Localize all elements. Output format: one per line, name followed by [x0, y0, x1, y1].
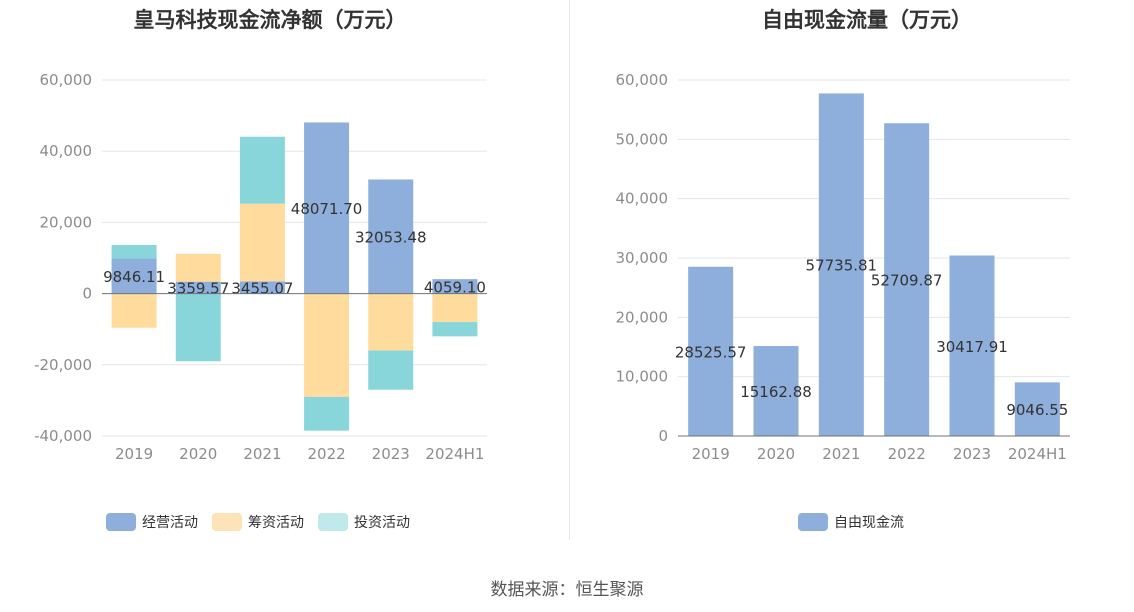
- left-bar-segment: [111, 258, 157, 294]
- left-bar-segment: [432, 279, 478, 294]
- left-legend-item[interactable]: 筹资活动: [212, 512, 304, 532]
- right-x-tick-label: 2021: [822, 445, 860, 463]
- right-x-tick-label: 2023: [953, 445, 991, 463]
- left-x-tick-label: 2023: [372, 445, 410, 463]
- left-bar-segment: [432, 322, 478, 337]
- right-data-label: 28525.57: [675, 343, 747, 361]
- left-bar-segment: [175, 293, 221, 362]
- right-y-tick-label: 0: [658, 427, 668, 445]
- left-bar-segment: [304, 396, 350, 431]
- left-bar-segment: [368, 179, 414, 294]
- left-legend: 经营活动 筹资活动 投资活动: [106, 512, 424, 532]
- left-x-tick-label: 2022: [307, 445, 345, 463]
- right-y-tick-label: 40,000: [616, 190, 669, 208]
- right-data-label: 30417.91: [936, 338, 1008, 356]
- left-bar-segment: [368, 293, 414, 351]
- left-bar-segment: [175, 281, 221, 294]
- left-y-tick-label: 40,000: [40, 142, 93, 160]
- right-y-tick-label: 10,000: [616, 368, 669, 386]
- right-x-tick-label: 2019: [692, 445, 730, 463]
- legend-swatch: [318, 513, 348, 531]
- left-x-tick-label: 2020: [179, 445, 217, 463]
- left-x-tick-label: 2019: [115, 445, 153, 463]
- right-y-tick-label: 20,000: [616, 308, 669, 326]
- left-data-label: 32053.48: [355, 229, 427, 247]
- legend-label: 经营活动: [142, 515, 198, 531]
- left-data-label: 48071.70: [291, 200, 363, 218]
- right-y-tick-label: 60,000: [616, 71, 669, 89]
- left-data-label: 9846.11: [103, 268, 165, 286]
- data-source: 数据来源：恒生聚源: [490, 580, 644, 600]
- left-bar-segment: [111, 293, 157, 328]
- right-data-label: 57735.81: [806, 257, 878, 275]
- left-x-tick-label: 2024H1: [425, 445, 484, 463]
- right-bar: [884, 123, 930, 437]
- left-legend-item[interactable]: 经营活动: [106, 512, 198, 532]
- right-data-label: 9046.55: [1006, 401, 1068, 419]
- right-legend: 自由现金流: [798, 512, 918, 532]
- left-y-tick-label: 60,000: [40, 71, 93, 89]
- left-y-tick-label: -20,000: [34, 356, 92, 374]
- legend-swatch: [212, 513, 242, 531]
- right-x-tick-label: 2022: [888, 445, 926, 463]
- right-x-tick-label: 2024H1: [1008, 445, 1067, 463]
- left-data-label: 4059.10: [424, 278, 486, 296]
- right-data-label: 15162.88: [740, 383, 812, 401]
- left-bar-segment: [239, 203, 285, 282]
- right-bar: [949, 255, 995, 436]
- left-x-tick-label: 2021: [243, 445, 281, 463]
- right-bar: [1014, 382, 1060, 436]
- right-x-tick-label: 2020: [757, 445, 795, 463]
- right-y-tick-label: 50,000: [616, 130, 669, 148]
- left-bar-segment: [432, 293, 478, 323]
- left-data-label: 3359.57: [167, 280, 229, 298]
- left-bar-segment: [111, 245, 157, 259]
- panel-divider: [569, 0, 570, 540]
- legend-label: 自由现金流: [834, 515, 904, 531]
- left-data-label: 3455.07: [231, 279, 293, 297]
- right-legend-item[interactable]: 自由现金流: [798, 512, 904, 532]
- right-chart-title: 自由现金流量（万元）: [762, 8, 972, 32]
- left-y-tick-label: -40,000: [34, 427, 92, 445]
- left-bar-segment: [368, 350, 414, 390]
- legend-label: 投资活动: [354, 515, 410, 531]
- left-chart-title: 皇马科技现金流净额（万元）: [133, 8, 407, 32]
- right-bar: [688, 266, 734, 436]
- legend-swatch: [106, 513, 136, 531]
- left-bar-segment: [239, 281, 285, 294]
- left-y-tick-label: 20,000: [40, 213, 93, 231]
- left-bar-segment: [304, 293, 350, 397]
- legend-swatch: [798, 513, 828, 531]
- right-bar: [818, 93, 864, 436]
- left-bar-segment: [175, 253, 221, 282]
- right-bar: [753, 346, 799, 436]
- left-bar-segment: [239, 136, 285, 204]
- left-bar-segment: [304, 122, 350, 294]
- legend-label: 筹资活动: [248, 515, 304, 531]
- left-y-tick-label: 0: [82, 285, 92, 303]
- left-legend-item[interactable]: 投资活动: [318, 512, 410, 532]
- right-y-tick-label: 30,000: [616, 249, 669, 267]
- right-data-label: 52709.87: [871, 272, 943, 290]
